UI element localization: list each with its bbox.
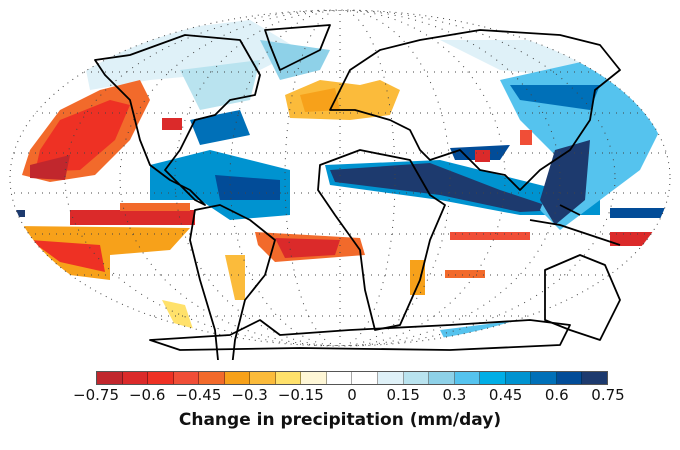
anomaly-patch xyxy=(260,40,330,80)
graticule xyxy=(10,10,670,346)
colorbar-tick-label: 0 xyxy=(347,386,357,404)
coastline-maritime-asia xyxy=(529,204,621,246)
precipitation-change-map xyxy=(9,9,671,360)
colorbar-bin xyxy=(97,372,123,384)
anomaly-patch xyxy=(300,88,340,112)
anomaly-patch xyxy=(162,118,182,130)
colorbar-bin xyxy=(378,372,404,384)
colorbar-bin xyxy=(224,372,251,384)
colorbar-bin xyxy=(275,372,302,384)
colorbar-tick-label: −0.6 xyxy=(128,386,166,404)
anomaly-patch xyxy=(225,255,245,300)
colorbar-tick-label: −0.75 xyxy=(73,386,119,404)
colorbar-bin xyxy=(531,372,557,384)
anomaly-patch xyxy=(330,163,560,212)
colorbar-bin xyxy=(173,372,200,384)
colorbar-tick-label: −0.45 xyxy=(175,386,222,404)
anomaly-patch xyxy=(15,226,190,280)
colorbar-bin xyxy=(250,372,276,384)
colorbar-bin xyxy=(326,372,353,384)
coastline-antarctica xyxy=(149,319,571,351)
colorbar-tick-label: 0.6 xyxy=(544,386,569,404)
colorbar-bin xyxy=(480,372,506,384)
anomaly-patch xyxy=(610,208,670,218)
anomaly-patch xyxy=(162,300,195,335)
anomaly-patch xyxy=(275,238,340,258)
coastline-greenland xyxy=(264,24,331,71)
colorbar-bin xyxy=(301,372,327,384)
anomaly-patch xyxy=(30,240,105,272)
colorbar-bin xyxy=(582,372,607,384)
anomaly-patch xyxy=(445,270,485,278)
colorbar-bin xyxy=(556,372,583,384)
anomaly-patch xyxy=(190,110,250,145)
colorbar-bin xyxy=(122,372,149,384)
coastline-africa xyxy=(317,149,446,331)
anomaly-patch xyxy=(410,260,425,295)
colorbar-tick-label: 0.45 xyxy=(488,386,523,404)
anomaly-patch xyxy=(510,85,600,110)
globe-outline xyxy=(9,9,671,347)
coastlines xyxy=(94,24,621,360)
colorbar-tick-label: −0.3 xyxy=(231,386,268,404)
anomaly-patch xyxy=(520,130,532,145)
colorbar-label: Change in precipitation (mm/day) xyxy=(178,410,502,430)
colorbar-tick-label: 0.15 xyxy=(386,386,420,404)
anomaly-patch xyxy=(15,210,25,217)
coastline-australia xyxy=(544,254,621,341)
colorbar-tick-label: 0.3 xyxy=(442,386,467,404)
anomaly-patch xyxy=(640,265,670,300)
precipitation-anomaly-layer xyxy=(15,20,670,346)
colorbar-bin xyxy=(352,372,379,384)
coastline-south-america xyxy=(189,204,276,360)
colorbar xyxy=(96,371,608,385)
colorbar-tick-label: −0.15 xyxy=(277,386,324,404)
colorbar-bin xyxy=(148,372,174,384)
anomaly-patch xyxy=(215,175,280,200)
colorbar-tick-label: 0.75 xyxy=(591,386,625,404)
anomaly-patch xyxy=(30,155,70,180)
colorbar-bin xyxy=(199,372,225,384)
anomaly-patch xyxy=(475,150,490,162)
colorbar-ticks: −0.75 −0.6 −0.45 −0.3 −0.15 0 0.15 0.3 0.45 0.6 0.… xyxy=(73,386,625,406)
colorbar-bin xyxy=(505,372,532,384)
anomaly-patch xyxy=(40,345,100,346)
anomaly-patch xyxy=(35,100,130,172)
anomaly-patch xyxy=(120,203,190,211)
coastline-north-america xyxy=(94,34,261,206)
colorbar-bin xyxy=(403,372,430,384)
colorbar-bin xyxy=(454,372,481,384)
coastline-eurasia xyxy=(329,29,621,191)
colorbar-bin xyxy=(429,372,455,384)
anomaly-patch xyxy=(450,232,530,240)
anomaly-patch xyxy=(70,210,195,225)
